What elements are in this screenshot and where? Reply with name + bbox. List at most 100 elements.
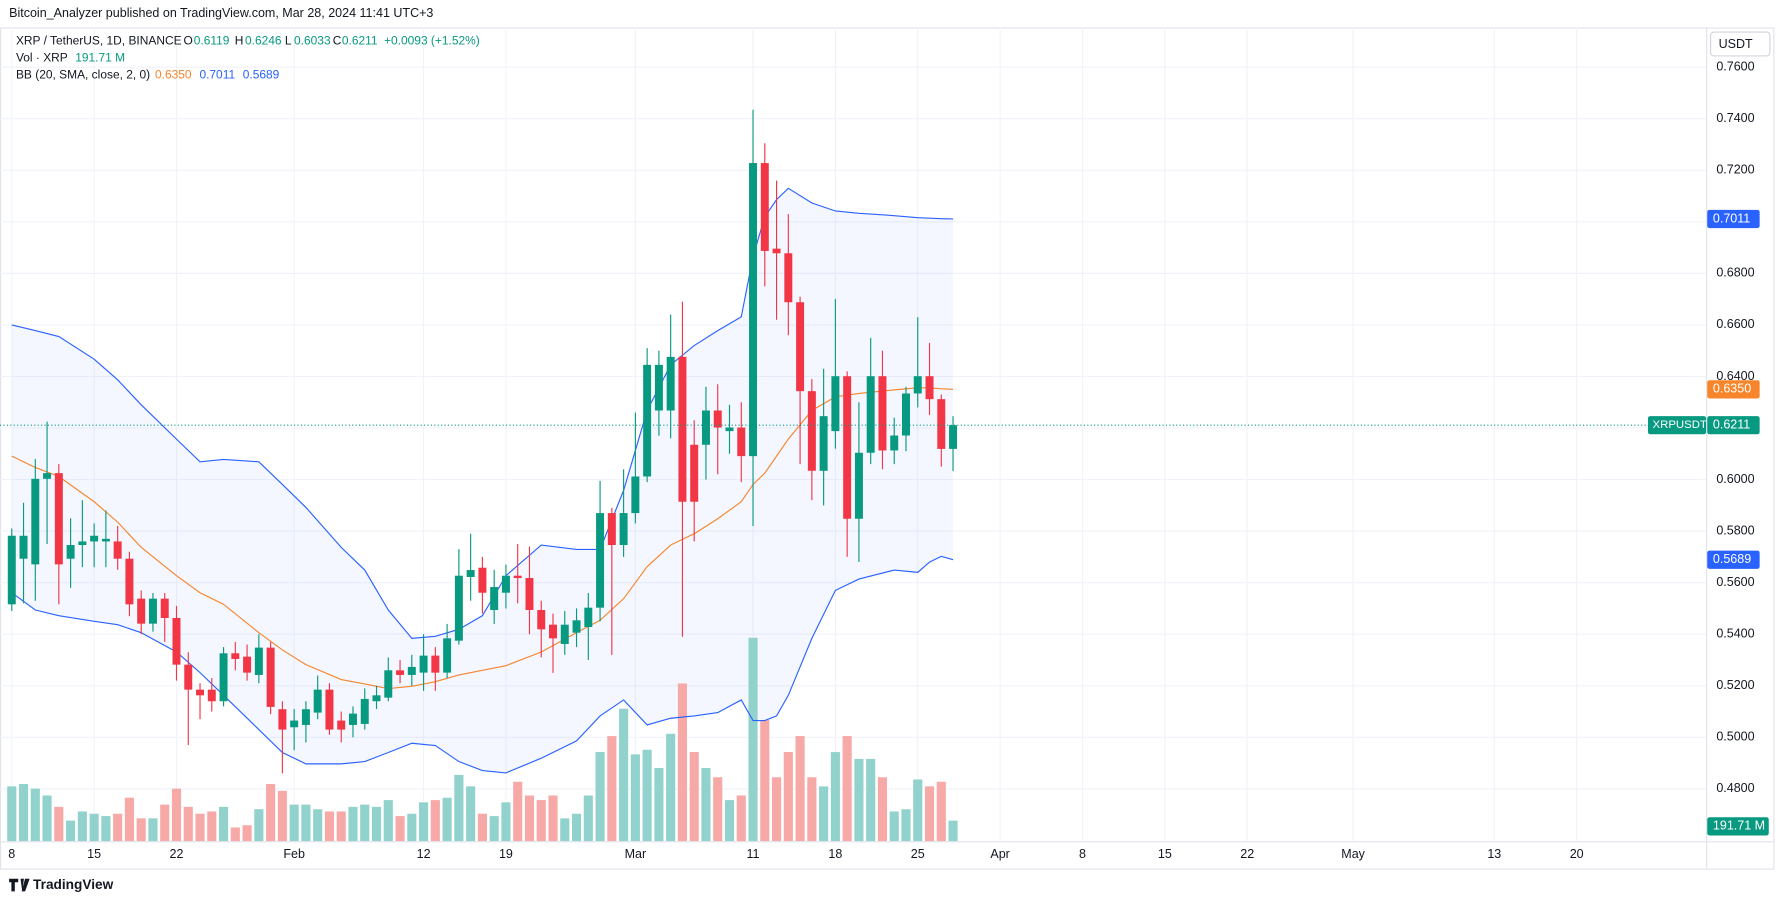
- volume-bar: [301, 804, 311, 842]
- bb-lower-value: 0.5689: [243, 67, 280, 81]
- volume-bar: [160, 804, 170, 842]
- volume-bar: [501, 802, 511, 842]
- volume-bar: [748, 637, 758, 842]
- volume-bar: [772, 777, 782, 842]
- candle-body: [796, 302, 805, 392]
- symbol: XRP / TetherUS, 1D, BINANCE: [16, 33, 182, 47]
- volume-bar: [842, 736, 852, 842]
- candle-body: [113, 541, 122, 559]
- volume-bar: [654, 768, 664, 842]
- volume-bar: [101, 816, 111, 842]
- candle-body: [913, 376, 922, 394]
- candle-body: [101, 538, 110, 542]
- candle-body: [701, 410, 710, 445]
- candle-body: [407, 666, 416, 675]
- header: Bitcoin_Analyzer published on TradingVie…: [9, 6, 433, 20]
- ohlc-value: 0.6246: [245, 33, 282, 47]
- volume-bar: [77, 811, 87, 842]
- candle-body: [207, 689, 216, 702]
- candle-body: [843, 376, 852, 519]
- candle-body: [466, 570, 475, 578]
- candle-body: [337, 720, 346, 730]
- volume-bar: [524, 795, 535, 842]
- candle-body: [231, 653, 240, 659]
- candle-body: [419, 655, 428, 673]
- volume-bar: [30, 788, 40, 842]
- volume-bar: [795, 736, 805, 842]
- x-tick-label: 15: [1158, 847, 1172, 861]
- candle-body: [172, 617, 181, 665]
- last-price-tag: [1707, 416, 1760, 435]
- candle-body: [643, 364, 652, 477]
- candle-body: [666, 356, 675, 411]
- candle-body: [607, 513, 616, 546]
- y-tick-label: 0.6800: [1716, 266, 1754, 280]
- candle-body: [7, 535, 16, 605]
- brand: TradingView: [9, 877, 114, 892]
- candle-body: [54, 473, 63, 565]
- candle-body: [431, 655, 440, 673]
- x-tick-label: 19: [499, 847, 513, 861]
- candle-body: [384, 670, 393, 698]
- candle-body: [560, 624, 569, 645]
- frame: [0, 27, 1775, 870]
- bb-fill: [11, 188, 954, 773]
- y-tick-label: 0.5200: [1716, 678, 1754, 692]
- candle-body: [454, 575, 463, 641]
- x-tick-label: 8: [8, 847, 15, 861]
- y-tick-label: 0.6000: [1716, 472, 1754, 486]
- volume-bar: [407, 813, 417, 842]
- volume-bar: [442, 797, 452, 842]
- volume-tag: [1707, 817, 1769, 836]
- grid: [0, 27, 1707, 842]
- volume-bar: [7, 786, 17, 842]
- candle-body: [749, 163, 758, 457]
- volume-bar: [466, 786, 476, 842]
- volume-bar: [642, 749, 652, 842]
- x-tick-label: 13: [1487, 847, 1501, 861]
- candle-body: [725, 427, 734, 432]
- y-tick-label: 0.5000: [1716, 730, 1754, 744]
- volume-bar: [395, 816, 405, 842]
- volume-bar: [807, 777, 817, 842]
- candle-body: [372, 695, 381, 702]
- candle-body: [678, 356, 687, 502]
- y-tick-label: 0.6400: [1716, 369, 1754, 383]
- volume-bar: [560, 818, 570, 842]
- candle-body: [219, 653, 228, 702]
- brand-logo: [9, 878, 30, 892]
- volume-bar: [136, 818, 146, 842]
- volume-bar: [254, 809, 264, 842]
- plot-area: [0, 109, 1707, 842]
- candle-body: [290, 720, 299, 728]
- candle-body: [937, 399, 946, 449]
- candle-body: [254, 647, 263, 675]
- candle-body: [866, 376, 875, 453]
- currency[interactable]: USDT: [1719, 37, 1753, 51]
- x-tick-label: Mar: [625, 847, 647, 861]
- candle-body: [490, 587, 499, 610]
- ohlc-key: L: [285, 33, 292, 47]
- volume-name: Vol · XRP: [16, 50, 68, 64]
- candle-body: [772, 248, 781, 254]
- bb-lower-tag-label: 0.5689: [1713, 552, 1751, 566]
- volume-bar: [924, 786, 935, 842]
- candle-body: [596, 513, 605, 608]
- ticker-tag-label: XRPUSDT: [1653, 419, 1707, 431]
- candle-body: [878, 376, 887, 451]
- volume-bar: [113, 813, 123, 842]
- volume-bar: [266, 784, 276, 842]
- bb-upper-tag: [1707, 209, 1760, 229]
- volume-bar: [348, 806, 358, 842]
- volume-bar: [630, 754, 640, 842]
- candle-body: [549, 624, 557, 639]
- volume-bar: [666, 733, 676, 842]
- candle-body: [619, 513, 628, 546]
- volume-bar: [54, 806, 64, 842]
- volume-bar: [689, 752, 699, 842]
- volume-bar: [430, 800, 440, 842]
- currency-button[interactable]: [1710, 31, 1771, 57]
- candle-body: [184, 664, 193, 690]
- candle-body: [148, 598, 157, 624]
